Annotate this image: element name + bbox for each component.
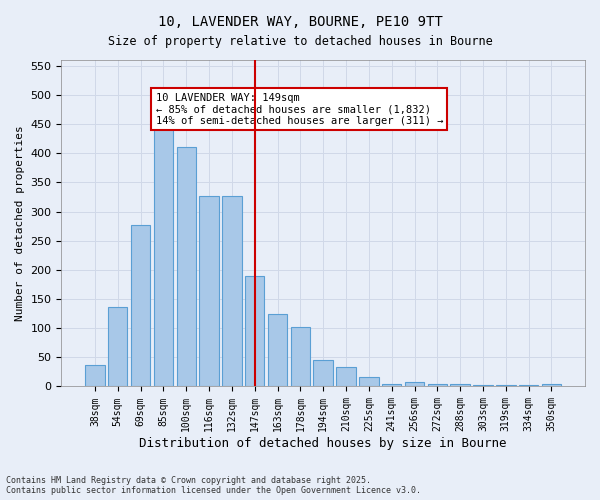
- Bar: [131, 225, 150, 386]
- Text: Contains HM Land Registry data © Crown copyright and database right 2025.
Contai: Contains HM Land Registry data © Crown c…: [6, 476, 421, 495]
- Text: 10 LAVENDER WAY: 149sqm
← 85% of detached houses are smaller (1,832)
14% of semi: 10 LAVENDER WAY: 149sqm ← 85% of detache…: [155, 92, 443, 126]
- Bar: [428, 384, 447, 386]
- Bar: [108, 306, 127, 386]
- Bar: [382, 384, 401, 386]
- Bar: [268, 314, 287, 386]
- Bar: [542, 384, 561, 386]
- Bar: [359, 376, 379, 386]
- Bar: [290, 327, 310, 386]
- Bar: [222, 196, 242, 386]
- Bar: [154, 124, 173, 386]
- Bar: [176, 148, 196, 386]
- Bar: [405, 382, 424, 386]
- Text: 10, LAVENDER WAY, BOURNE, PE10 9TT: 10, LAVENDER WAY, BOURNE, PE10 9TT: [158, 15, 442, 29]
- Bar: [451, 384, 470, 386]
- Bar: [85, 366, 104, 386]
- Text: Size of property relative to detached houses in Bourne: Size of property relative to detached ho…: [107, 35, 493, 48]
- Bar: [199, 196, 219, 386]
- X-axis label: Distribution of detached houses by size in Bourne: Distribution of detached houses by size …: [139, 437, 507, 450]
- Bar: [245, 276, 265, 386]
- Bar: [313, 360, 333, 386]
- Bar: [337, 367, 356, 386]
- Y-axis label: Number of detached properties: Number of detached properties: [15, 126, 25, 321]
